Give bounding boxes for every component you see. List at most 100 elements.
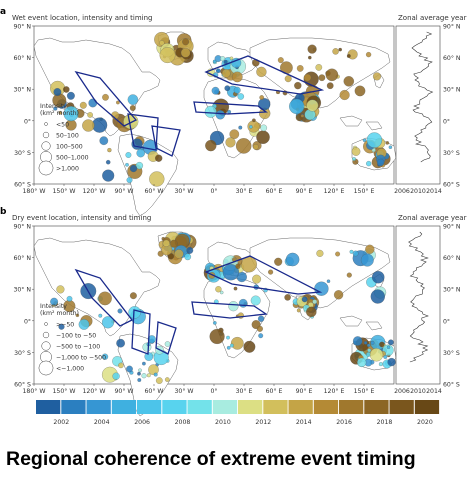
event-circle	[256, 130, 270, 144]
event-circle	[257, 315, 265, 322]
panel-title: Dry event location, intensity and timing	[12, 214, 151, 222]
event-circle	[209, 328, 225, 345]
colorbar-label: 2006	[134, 419, 150, 426]
panel-a: a Wet event location, intensity and timin…	[0, 7, 467, 217]
event-circle	[385, 141, 390, 145]
event-circle	[82, 119, 95, 132]
event-circle	[99, 136, 109, 146]
event-circle	[205, 139, 217, 152]
event-circle	[66, 295, 73, 302]
event-circle	[78, 319, 90, 330]
event-circle	[162, 239, 170, 247]
event-circle	[101, 353, 109, 360]
lon-tick-label: 30° E	[236, 387, 253, 395]
event-circle	[352, 336, 363, 346]
legend-title: Intensity	[40, 303, 67, 310]
event-circle	[146, 373, 151, 378]
event-circle	[219, 290, 224, 295]
event-circle	[101, 316, 115, 329]
colorbar-swatch	[187, 400, 212, 414]
coherent-region	[155, 321, 177, 355]
lon-tick-label: 30° E	[236, 187, 253, 195]
event-circle	[105, 159, 111, 165]
event-circle	[137, 371, 141, 376]
event-circle	[112, 372, 120, 380]
event-circle	[126, 177, 133, 184]
event-circle	[386, 345, 391, 350]
event-circle	[259, 95, 265, 100]
legend-circle	[42, 331, 50, 339]
event-circle	[308, 55, 312, 60]
zonal-line	[408, 231, 429, 363]
colorbar-label: 2014	[296, 419, 312, 426]
event-circle	[116, 338, 125, 348]
zonal-line	[411, 31, 434, 163]
event-circle	[229, 129, 240, 140]
lon-tick-label: 90° E	[296, 387, 313, 395]
colorbar-swatch	[162, 400, 187, 414]
event-circle	[212, 321, 217, 325]
lon-tick-label: 90° W	[114, 387, 133, 395]
legend-label: −1,000 to −500	[56, 355, 106, 362]
event-circle	[169, 239, 178, 248]
colorbar-swatch	[288, 400, 313, 414]
zonal-frame	[395, 225, 441, 385]
event-circle	[256, 325, 263, 332]
colorbar-swatch	[137, 400, 162, 414]
lat-tick-label: 60° N	[13, 54, 31, 62]
colorbar-swatch	[313, 400, 339, 414]
lon-tick-label: 60° E	[266, 187, 283, 195]
intensity-legend: Intensity(km² month) <50 50–100 100–500 500–…	[38, 103, 89, 176]
event-circle	[315, 64, 323, 71]
event-circle	[129, 164, 138, 173]
event-circle	[326, 279, 331, 283]
event-circle	[222, 264, 240, 281]
legend-label: >−50	[56, 322, 74, 329]
event-circle	[289, 98, 305, 115]
event-circle	[243, 340, 256, 353]
lon-tick-label: 90° W	[114, 187, 133, 195]
event-circle	[159, 40, 165, 46]
event-circle	[238, 298, 248, 308]
lat-tick-label: 30° N	[13, 86, 31, 94]
event-circles	[50, 31, 393, 187]
event-circle	[58, 323, 65, 330]
event-circle	[98, 313, 103, 318]
event-circle	[53, 88, 62, 96]
event-circle	[249, 125, 253, 129]
lat-tick-label: 30° N	[13, 286, 31, 294]
event-circle	[230, 336, 244, 350]
event-circle	[215, 110, 225, 120]
colorbar-swatch	[263, 400, 288, 414]
event-circle	[117, 308, 123, 314]
lon-tick-label: 150° W	[53, 387, 76, 395]
colorbar-label: 2020	[417, 419, 433, 426]
legend-circle	[44, 122, 48, 126]
panel-letter: a	[0, 7, 6, 17]
event-circle	[102, 93, 109, 101]
event-circle	[300, 114, 305, 118]
event-circle	[379, 341, 385, 348]
event-circle	[301, 296, 308, 303]
event-circle	[284, 294, 291, 301]
intensity-legend: Intensity(km² month) >−50 −100 to −50 −500 …	[38, 303, 106, 376]
event-circle	[229, 56, 234, 61]
lon-tick-label: 0°	[210, 387, 217, 395]
event-circle	[252, 274, 262, 284]
lat-tick-label: 0°	[24, 317, 31, 325]
zonal-lat-label: 60° N	[443, 54, 461, 62]
event-circle	[147, 335, 156, 344]
event-circle	[58, 110, 63, 115]
event-circle	[141, 373, 147, 379]
legend-circle	[44, 322, 48, 326]
event-circle	[371, 270, 385, 284]
lat-tick-label: 60° S	[14, 181, 31, 189]
event-circle	[75, 313, 80, 318]
lon-tick-label: 150° E	[354, 187, 375, 195]
zonal-lat-label: 60° S	[443, 181, 460, 189]
event-circle	[306, 99, 319, 112]
event-circle	[367, 348, 372, 353]
coherent-region	[204, 55, 325, 95]
event-circle	[346, 54, 351, 58]
legend-units: (km² month)	[40, 310, 79, 317]
